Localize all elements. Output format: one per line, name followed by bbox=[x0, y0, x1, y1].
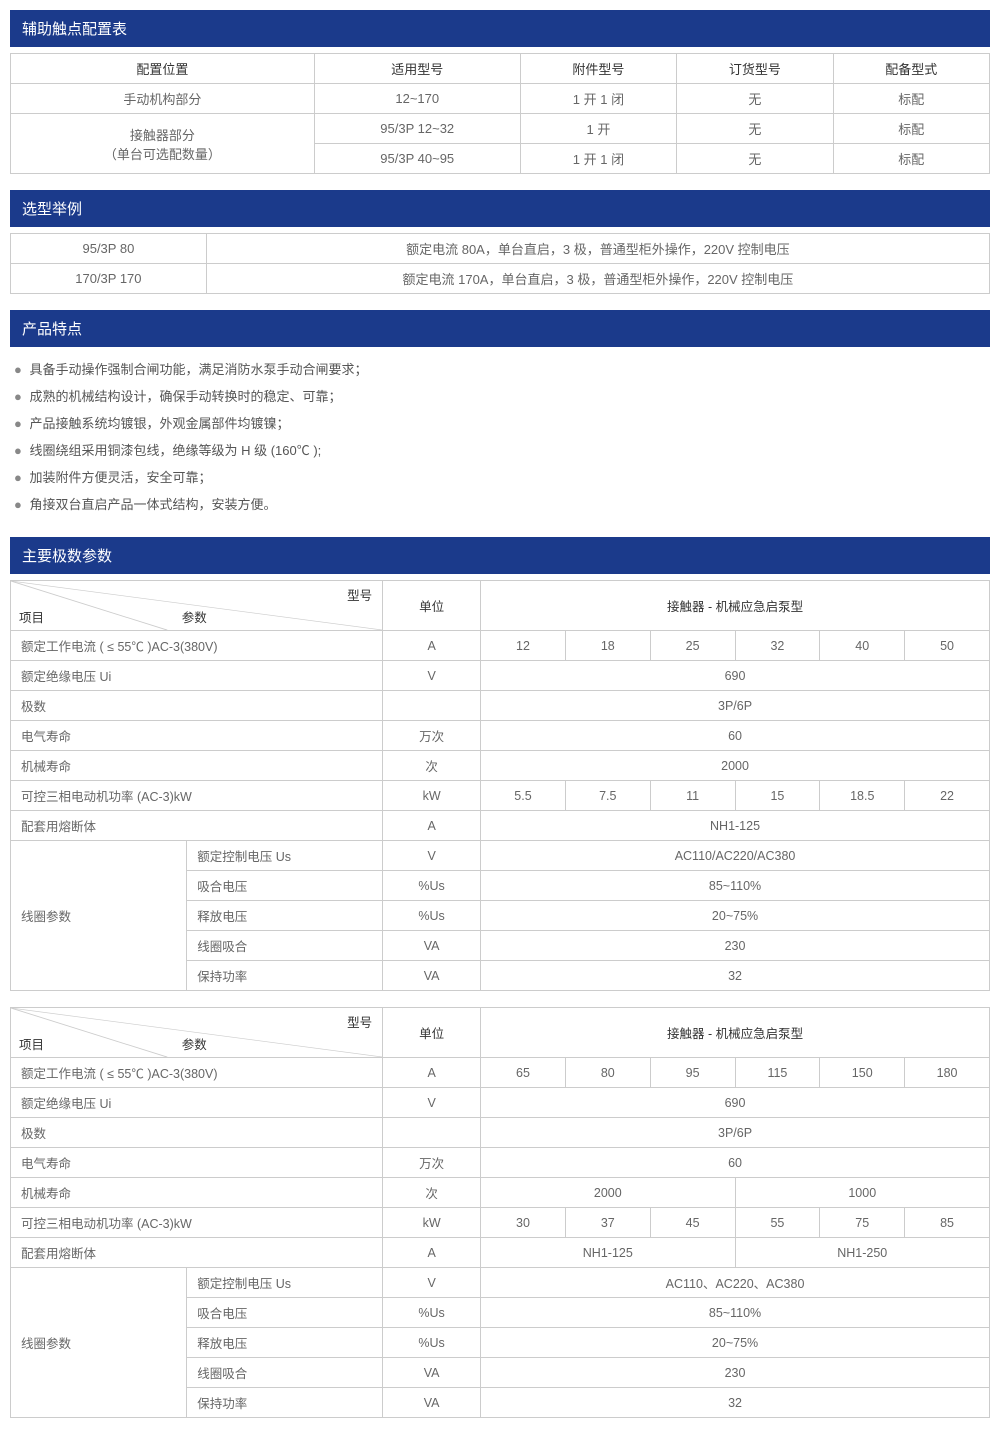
table-row: 机械寿命 次 2000 1000 bbox=[11, 1178, 990, 1208]
example-table: 95/3P 80 额定电流 80A，单台直启，3 极，普通型柜外操作，220V … bbox=[10, 233, 990, 294]
col-order: 订货型号 bbox=[677, 54, 833, 84]
features-header: 产品特点 bbox=[10, 310, 990, 347]
unit-header: 单位 bbox=[383, 1008, 481, 1058]
table-row: 170/3P 170 额定电流 170A，单台直启，3 极，普通型柜外操作，22… bbox=[11, 264, 990, 294]
col-pos: 配置位置 bbox=[11, 54, 315, 84]
list-item: 角接双台直启产品一体式结构，安装方便。 bbox=[14, 490, 990, 517]
table-row: 可控三相电动机功率 (AC-3)kW kW 303745557585 bbox=[11, 1208, 990, 1238]
example-header: 选型举例 bbox=[10, 190, 990, 227]
table-row: 配套用熔断体 A NH1-125 bbox=[11, 811, 990, 841]
features-list: 具备手动操作强制合闸功能，满足消防水泵手动合闸要求； 成熟的机械结构设计，确保手… bbox=[14, 355, 990, 517]
col-model: 适用型号 bbox=[314, 54, 520, 84]
list-item: 线圈绕组采用铜漆包线，绝缘等级为 H 级 (160℃ ); bbox=[14, 436, 990, 463]
params-header: 主要极数参数 bbox=[10, 537, 990, 574]
table-row: 配套用熔断体 A NH1-125 NH1-250 bbox=[11, 1238, 990, 1268]
table-row: 电气寿命 万次 60 bbox=[11, 721, 990, 751]
list-item: 成熟的机械结构设计，确保手动转换时的稳定、可靠； bbox=[14, 382, 990, 409]
list-item: 具备手动操作强制合闸功能，满足消防水泵手动合闸要求； bbox=[14, 355, 990, 382]
group-header: 接触器 - 机械应急启泵型 bbox=[481, 1008, 990, 1058]
table-row: 机械寿命 次 2000 bbox=[11, 751, 990, 781]
table-row: 极数 3P/6P bbox=[11, 1118, 990, 1148]
table-row: 95/3P 80 额定电流 80A，单台直启，3 极，普通型柜外操作，220V … bbox=[11, 234, 990, 264]
param-table-1: 型号 项目 参数 单位 接触器 - 机械应急启泵型 额定工作电流 ( ≤ 55℃… bbox=[10, 580, 990, 991]
table-row: 额定绝缘电压 Ui V 690 bbox=[11, 661, 990, 691]
aux-contact-table: 配置位置 适用型号 附件型号 订货型号 配备型式 手动机构部分 12~170 1… bbox=[10, 53, 990, 174]
unit-header: 单位 bbox=[383, 581, 481, 631]
table-row: 额定工作电流 ( ≤ 55℃ )AC-3(380V) A 12182532405… bbox=[11, 631, 990, 661]
table-row: 额定绝缘电压 Ui V 690 bbox=[11, 1088, 990, 1118]
table-row: 接触器部分 （单台可选配数量） 95/3P 12~32 1 开 无 标配 bbox=[11, 114, 990, 144]
table-row: 线圈参数 额定控制电压 Us V AC110、AC220、AC380 bbox=[11, 1268, 990, 1298]
list-item: 加装附件方便灵活，安全可靠； bbox=[14, 463, 990, 490]
group-header: 接触器 - 机械应急启泵型 bbox=[481, 581, 990, 631]
table-row: 额定工作电流 ( ≤ 55℃ )AC-3(380V) A 65809511515… bbox=[11, 1058, 990, 1088]
col-equip: 配备型式 bbox=[833, 54, 989, 84]
diag-header: 型号 项目 参数 bbox=[11, 1008, 383, 1058]
list-item: 产品接触系统均镀银，外观金属部件均镀镍； bbox=[14, 409, 990, 436]
param-table-2: 型号 项目 参数 单位 接触器 - 机械应急启泵型 额定工作电流 ( ≤ 55℃… bbox=[10, 1007, 990, 1418]
table-row: 可控三相电动机功率 (AC-3)kW kW 5.57.5111518.522 bbox=[11, 781, 990, 811]
aux-contact-header: 辅助触点配置表 bbox=[10, 10, 990, 47]
table-row: 手动机构部分 12~170 1 开 1 闭 无 标配 bbox=[11, 84, 990, 114]
table-row: 电气寿命 万次 60 bbox=[11, 1148, 990, 1178]
table-row: 线圈参数 额定控制电压 Us V AC110/AC220/AC380 bbox=[11, 841, 990, 871]
col-acc: 附件型号 bbox=[520, 54, 676, 84]
table-row: 极数 3P/6P bbox=[11, 691, 990, 721]
diag-header: 型号 项目 参数 bbox=[11, 581, 383, 631]
